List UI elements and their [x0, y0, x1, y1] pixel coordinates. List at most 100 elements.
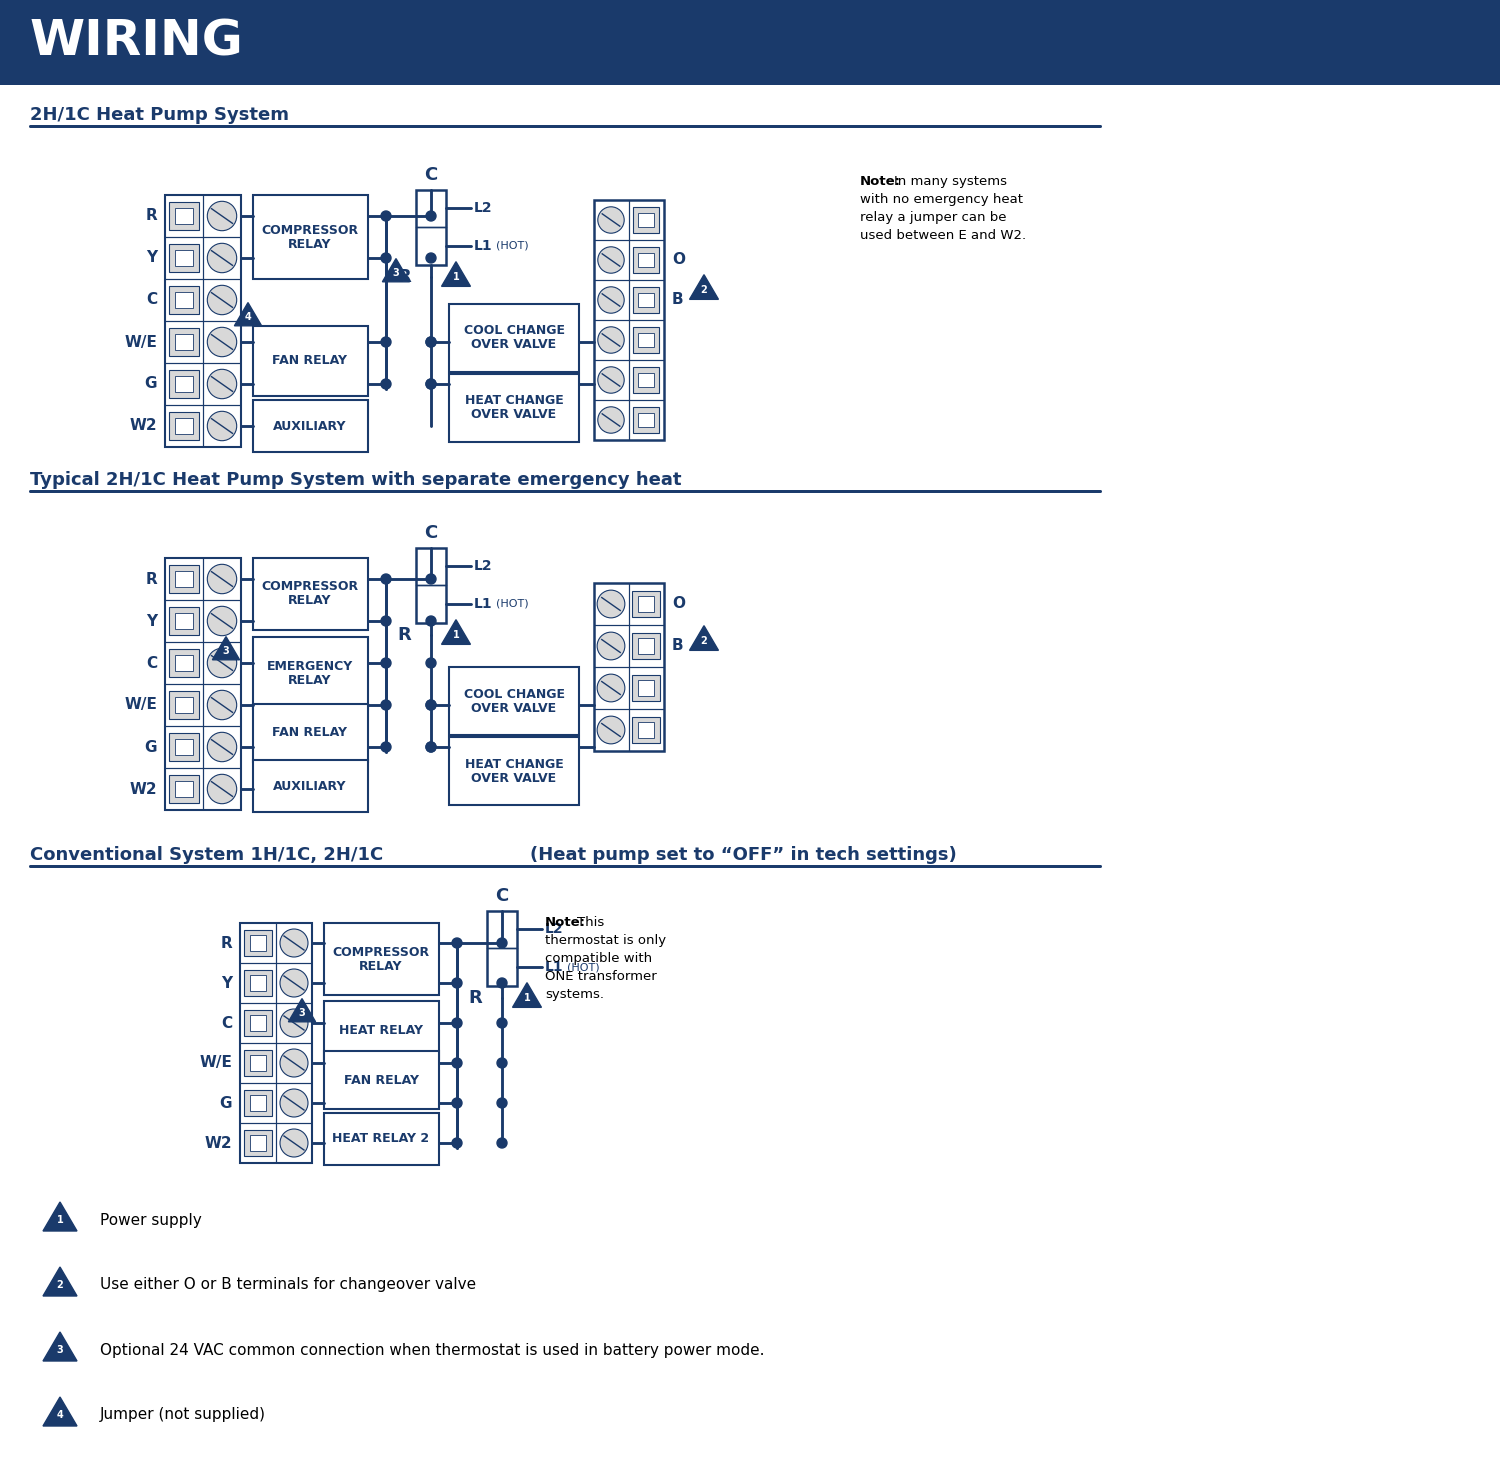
Bar — [632, 717, 660, 743]
Text: WIRING: WIRING — [30, 17, 245, 66]
Bar — [638, 213, 654, 227]
Circle shape — [598, 246, 624, 274]
Text: (HOT): (HOT) — [496, 240, 528, 251]
Text: Optional 24 VAC common connection when thermostat is used in battery power mode.: Optional 24 VAC common connection when t… — [100, 1342, 765, 1358]
Text: compatible with: compatible with — [544, 951, 652, 965]
Bar — [244, 1129, 272, 1157]
Bar — [632, 632, 660, 659]
Circle shape — [381, 254, 392, 264]
Bar — [254, 761, 368, 812]
Bar — [254, 558, 368, 629]
Circle shape — [207, 648, 237, 678]
Bar — [324, 1050, 440, 1109]
Bar — [254, 326, 368, 396]
Bar — [448, 305, 579, 372]
Bar — [244, 1010, 272, 1036]
Circle shape — [207, 328, 237, 357]
Circle shape — [426, 337, 436, 347]
Bar — [176, 696, 192, 712]
Bar — [324, 1001, 440, 1059]
Bar — [633, 207, 658, 233]
Text: 1: 1 — [524, 994, 531, 1004]
Bar — [176, 376, 192, 392]
Text: C: C — [495, 887, 508, 905]
Text: W2: W2 — [129, 781, 158, 797]
Text: 1: 1 — [57, 1215, 63, 1225]
Text: G: G — [219, 1096, 232, 1110]
Polygon shape — [288, 998, 315, 1021]
Circle shape — [280, 969, 308, 997]
Bar — [165, 195, 242, 447]
Circle shape — [381, 337, 392, 347]
Text: Y: Y — [146, 613, 158, 628]
Polygon shape — [382, 258, 410, 281]
Circle shape — [207, 774, 237, 804]
Bar — [249, 935, 267, 950]
Circle shape — [426, 742, 436, 752]
Text: FAN RELAY: FAN RELAY — [344, 1074, 418, 1087]
Text: 3: 3 — [222, 647, 230, 656]
Bar — [249, 1055, 267, 1071]
Circle shape — [207, 733, 237, 762]
Text: HEAT CHANGE: HEAT CHANGE — [465, 758, 564, 771]
Circle shape — [207, 369, 237, 399]
Text: EMERGENCY: EMERGENCY — [267, 660, 352, 673]
Text: AUXILIARY: AUXILIARY — [273, 779, 346, 793]
Text: COOL CHANGE: COOL CHANGE — [464, 688, 564, 701]
Bar — [170, 775, 200, 803]
Text: L2: L2 — [474, 201, 492, 216]
Circle shape — [598, 367, 624, 393]
Text: Y: Y — [220, 976, 232, 991]
Text: Y: Y — [146, 251, 158, 265]
Bar — [165, 558, 242, 810]
Text: L1: L1 — [544, 960, 564, 973]
Text: C: C — [146, 656, 158, 670]
Circle shape — [381, 379, 392, 389]
Text: OVER VALVE: OVER VALVE — [471, 408, 556, 421]
Text: 2: 2 — [700, 637, 708, 647]
Bar — [448, 667, 579, 734]
Bar — [638, 638, 654, 654]
Text: C: C — [220, 1016, 232, 1030]
Text: W/E: W/E — [124, 335, 158, 350]
Bar — [176, 656, 192, 672]
Circle shape — [452, 938, 462, 949]
Circle shape — [381, 699, 392, 710]
Polygon shape — [44, 1268, 76, 1295]
Circle shape — [381, 211, 392, 221]
Text: ONE transformer: ONE transformer — [544, 970, 657, 983]
Text: RELAY: RELAY — [288, 237, 332, 251]
Text: 4: 4 — [57, 1410, 63, 1421]
Text: R: R — [146, 208, 158, 223]
Bar — [249, 1016, 267, 1030]
Bar — [176, 571, 192, 587]
Bar — [0, 0, 1500, 85]
Bar — [638, 373, 654, 388]
Bar — [176, 739, 192, 755]
Bar — [633, 328, 658, 353]
Polygon shape — [44, 1332, 76, 1361]
Text: FAN RELAY: FAN RELAY — [273, 727, 348, 740]
Polygon shape — [513, 982, 542, 1007]
Bar — [448, 737, 579, 806]
Text: W/E: W/E — [200, 1055, 232, 1071]
Circle shape — [426, 742, 436, 752]
Circle shape — [452, 1018, 462, 1029]
Text: W2: W2 — [129, 418, 158, 434]
Bar — [594, 200, 664, 440]
Text: COMPRESSOR: COMPRESSOR — [261, 223, 358, 236]
Circle shape — [280, 1088, 308, 1118]
Text: O: O — [672, 252, 686, 268]
Circle shape — [280, 1129, 308, 1157]
Text: OVER VALVE: OVER VALVE — [471, 701, 556, 714]
Bar — [176, 208, 192, 224]
Text: Typical 2H/1C Heat Pump System with separate emergency heat: Typical 2H/1C Heat Pump System with sepa… — [30, 471, 681, 490]
Bar — [633, 367, 658, 392]
Bar — [254, 704, 368, 762]
Bar — [638, 332, 654, 347]
Circle shape — [496, 1099, 507, 1107]
Text: relay a jumper can be: relay a jumper can be — [859, 211, 1006, 224]
Text: R: R — [146, 571, 158, 587]
Circle shape — [207, 691, 237, 720]
Circle shape — [598, 407, 624, 433]
